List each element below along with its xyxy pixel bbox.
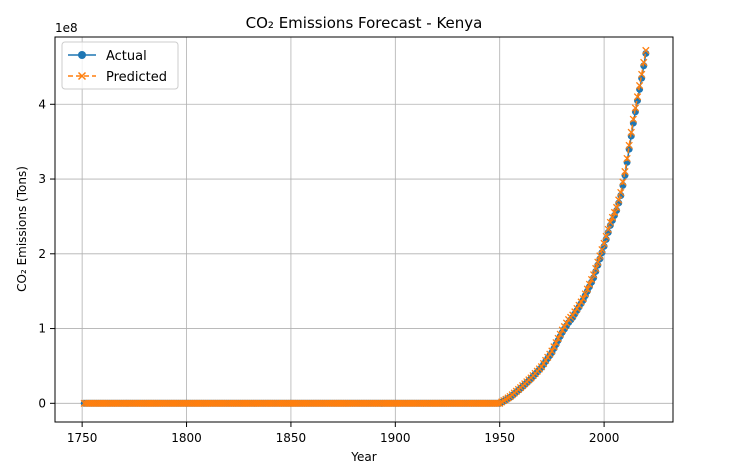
- data-point: [635, 81, 644, 90]
- data-point: [550, 343, 558, 351]
- data-point: [587, 275, 596, 284]
- y-axis-ticks: 0 1 2 3 4: [38, 97, 55, 410]
- x-tick-label: 1800: [171, 431, 202, 445]
- data-point: [560, 322, 569, 331]
- x-tick-label: 1750: [67, 431, 98, 445]
- data-point: [594, 258, 602, 266]
- data-point: [546, 350, 554, 358]
- y-tick-label: 4: [38, 97, 46, 111]
- data-point: [548, 347, 556, 355]
- series-layer: [80, 46, 650, 407]
- data-point: [537, 363, 546, 371]
- data-point: [544, 353, 552, 361]
- chart-title: CO₂ Emissions Forecast - Kenya: [246, 14, 483, 32]
- x-tick-label: 1900: [380, 431, 411, 445]
- series-actual: [80, 49, 650, 407]
- data-point: [627, 128, 635, 136]
- legend: Actual Predicted: [61, 41, 179, 90]
- data-point: [493, 399, 502, 407]
- y-tick-label: 2: [38, 247, 46, 261]
- data-point: [608, 213, 617, 222]
- data-point: [590, 271, 598, 279]
- data-point: [617, 188, 625, 197]
- data-point: [579, 294, 587, 303]
- data-point: [571, 308, 579, 316]
- data-point: [575, 301, 583, 309]
- data-point: [606, 218, 615, 227]
- legend-predicted-label: Predicted: [106, 70, 167, 85]
- data-point: [577, 298, 585, 306]
- series-predicted: [80, 46, 650, 407]
- data-point: [629, 115, 637, 123]
- y-tick-label: 0: [38, 396, 46, 410]
- data-point: [634, 97, 642, 105]
- data-point: [619, 178, 627, 186]
- x-tick-label: 1850: [276, 431, 307, 445]
- x-axis-ticks: 1750 1800 1850 1900 1950 2000: [67, 422, 620, 445]
- x-tick-label: 2000: [589, 431, 620, 445]
- legend-box: [61, 41, 179, 90]
- grid: [55, 37, 673, 422]
- data-point: [638, 70, 646, 79]
- legend-actual-label: Actual: [106, 49, 147, 64]
- data-point: [554, 334, 562, 343]
- data-point: [581, 290, 589, 298]
- data-point: [556, 330, 564, 338]
- x-tick-label: 1950: [484, 431, 515, 445]
- data-point: [585, 280, 594, 288]
- legend-actual-marker: [78, 51, 86, 59]
- y-tick-label: 3: [38, 172, 46, 186]
- data-point: [633, 93, 642, 101]
- data-point: [541, 356, 550, 365]
- data-point: [569, 311, 577, 319]
- series-line: [84, 53, 647, 405]
- legend-predicted-marker: [77, 71, 87, 81]
- y-axis-label: CO₂ Emissions (Tons): [15, 166, 29, 292]
- data-point: [596, 252, 604, 260]
- data-point: [612, 203, 621, 212]
- y-tick-label: 1: [38, 322, 46, 336]
- data-point: [573, 304, 581, 313]
- data-point: [623, 154, 631, 163]
- data-point: [640, 58, 648, 67]
- data-point: [558, 326, 567, 334]
- data-point: [631, 104, 640, 112]
- series-line: [84, 50, 647, 405]
- data-point: [621, 167, 629, 176]
- data-point: [539, 359, 548, 368]
- data-point: [552, 338, 560, 347]
- data-point: [592, 264, 600, 273]
- x-axis-label: Year: [350, 450, 376, 464]
- data-point: [598, 245, 606, 254]
- data-point: [625, 141, 633, 150]
- y-offset-label: 1e8: [55, 21, 78, 35]
- data-point: [604, 225, 612, 234]
- plot-frame: [54, 36, 674, 423]
- data-point: [642, 46, 650, 55]
- data-point: [562, 319, 571, 327]
- data-point: [583, 285, 592, 293]
- data-point: [615, 196, 623, 204]
- data-point: [610, 208, 619, 217]
- data-point: [600, 239, 608, 247]
- data-point: [602, 232, 610, 241]
